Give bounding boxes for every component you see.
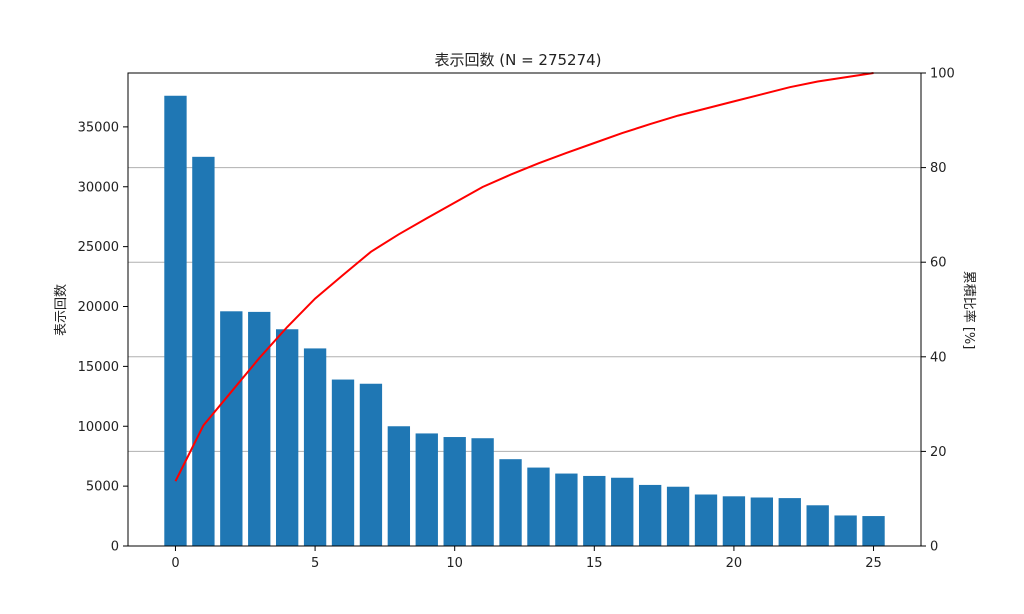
- y-tick-label: 20000: [78, 300, 119, 315]
- cumulative-ratio-line: [174, 72, 874, 482]
- bar: [164, 95, 187, 547]
- bar: [248, 311, 271, 546]
- y-tick-label: 35000: [78, 120, 119, 135]
- x-tick-label: 25: [865, 556, 882, 571]
- bar: [387, 426, 411, 546]
- y-axis-right: 0 20 40 60 80 100: [921, 67, 955, 555]
- y2-tick-label: 20: [930, 445, 947, 460]
- plot-frame: [127, 72, 922, 547]
- x-tick-label: 20: [726, 556, 743, 571]
- bar: [694, 494, 718, 546]
- bar: [583, 475, 606, 546]
- y2-tick-label: 80: [930, 161, 947, 176]
- chart-title: 表示回数 (N = 275274): [434, 51, 601, 69]
- bar: [806, 505, 829, 546]
- bar: [722, 496, 746, 546]
- bar: [750, 497, 774, 546]
- y2-tick-label: 0: [930, 540, 938, 555]
- y-tick-label: 0: [111, 540, 119, 555]
- bar: [220, 311, 243, 546]
- bar: [778, 498, 801, 546]
- bar: [499, 459, 522, 546]
- x-tick-label: 15: [586, 556, 603, 571]
- y-axis-label: 表示回数: [54, 284, 69, 336]
- x-tick-label: 10: [446, 556, 463, 571]
- cumulative-line: [174, 72, 874, 482]
- bar: [666, 486, 690, 546]
- x-tick-label: 0: [171, 556, 179, 571]
- bar: [611, 477, 634, 546]
- bar: [415, 433, 438, 546]
- bar: [443, 437, 466, 546]
- y2-tick-label: 60: [930, 256, 947, 271]
- bar: [471, 438, 494, 546]
- bar: [862, 516, 885, 546]
- y-tick-label: 30000: [78, 180, 119, 195]
- bar: [555, 473, 578, 546]
- x-tick-label: 5: [311, 556, 319, 571]
- bar: [275, 329, 299, 546]
- grid-lines: [128, 167, 921, 452]
- y2-axis-label: 累積比率 [%]: [961, 271, 977, 350]
- bar: [303, 348, 327, 546]
- bar: [834, 515, 857, 546]
- bar: [359, 383, 383, 546]
- y2-tick-label: 100: [930, 67, 955, 82]
- x-axis: 0 5 10 15 20 25: [171, 546, 882, 571]
- y-axis-left: 0 5000 10000 15000 20000 25000 30000 35000: [78, 120, 128, 555]
- y-tick-label: 25000: [78, 240, 119, 255]
- y-tick-label: 10000: [78, 420, 119, 435]
- bars: [164, 95, 885, 547]
- bar: [192, 156, 215, 546]
- bar: [527, 467, 550, 546]
- y-tick-label: 5000: [86, 480, 119, 495]
- bar: [331, 379, 355, 546]
- y2-tick-label: 40: [930, 350, 947, 365]
- bar: [638, 484, 662, 546]
- y-tick-label: 15000: [78, 360, 119, 375]
